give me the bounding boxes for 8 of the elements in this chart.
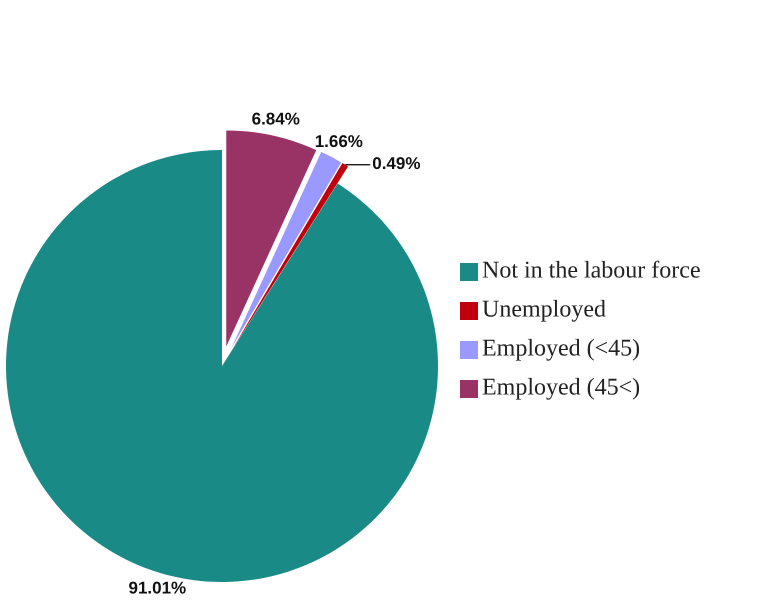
data-label: 91.01% bbox=[128, 578, 186, 598]
data-label: 6.84% bbox=[252, 109, 300, 128]
legend-label: Employed (<45) bbox=[482, 336, 640, 362]
legend-label: Employed (45<) bbox=[482, 374, 640, 401]
legend-label: Unemployed bbox=[482, 296, 606, 323]
data-label: 0.49% bbox=[372, 154, 420, 174]
legend-label: Not in the labour force bbox=[482, 258, 701, 284]
data-label: 1.66% bbox=[314, 132, 363, 152]
